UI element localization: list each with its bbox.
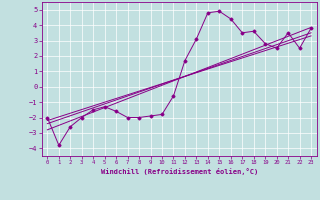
X-axis label: Windchill (Refroidissement éolien,°C): Windchill (Refroidissement éolien,°C)	[100, 168, 258, 175]
